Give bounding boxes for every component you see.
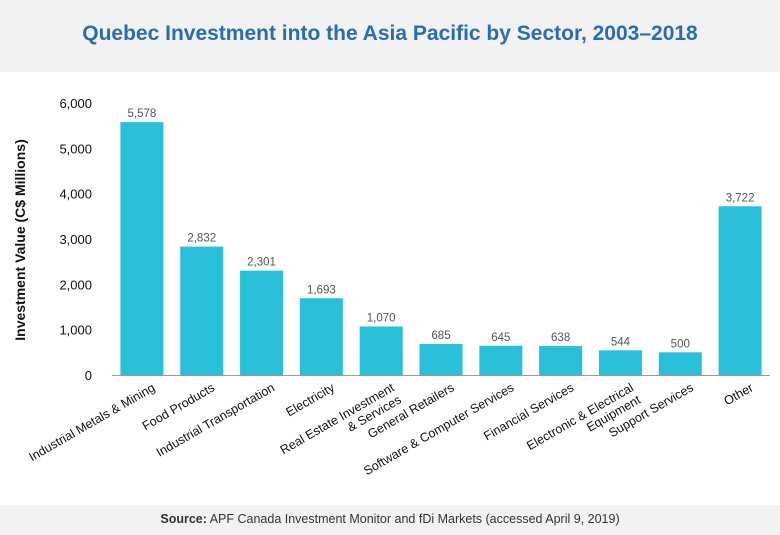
y-tick-label: 6,000 (59, 96, 92, 111)
data-label: 645 (491, 332, 510, 344)
y-tick-label: 2,000 (59, 277, 92, 292)
bar (419, 343, 463, 375)
data-label: 1,070 (367, 312, 396, 324)
y-axis-title: Investment Value (C$ Millions) (12, 139, 28, 341)
x-tick-label: Electricity (284, 380, 338, 419)
bar-chart: Investment Value (C$ Millions) 0 1,000 2,00… (12, 96, 770, 478)
bar (299, 298, 343, 375)
x-tick-label-line: Electricity (284, 380, 338, 419)
bar (598, 350, 642, 375)
data-label: 2,301 (247, 257, 276, 269)
y-tick-label: 5,000 (59, 141, 92, 156)
source-text: APF Canada Investment Monitor and fDi Ma… (209, 512, 620, 526)
bar (718, 206, 762, 375)
source-label: Source: (160, 512, 207, 526)
data-label: 500 (671, 338, 690, 350)
data-label: 2,832 (187, 233, 216, 245)
y-tick-label: 1,000 (59, 323, 92, 338)
bar (120, 122, 164, 375)
bar (359, 326, 403, 375)
data-label: 1,693 (307, 284, 336, 296)
bar (180, 246, 224, 375)
y-tick-label: 0 (85, 368, 92, 383)
bar (479, 345, 523, 375)
footer-band (0, 505, 780, 535)
bar (240, 270, 284, 375)
x-tick-label-line: Other (722, 380, 756, 408)
x-tick-label-line: Industrial Metals & Mining (26, 380, 157, 464)
title-band (0, 0, 780, 72)
data-label: 638 (551, 332, 570, 344)
y-tick-label: 4,000 (59, 187, 92, 202)
data-label: 5,578 (128, 108, 157, 120)
y-tick-label: 3,000 (59, 232, 92, 247)
source-note: Source: APF Canada Investment Monitor an… (0, 512, 780, 526)
data-label: 685 (431, 330, 450, 342)
bar (539, 346, 583, 375)
x-tick-label: Industrial Metals & Mining (26, 380, 157, 464)
x-tick-label: Other (722, 380, 756, 408)
chart-title: Quebec Investment into the Asia Pacific … (82, 22, 698, 45)
data-label: 3,722 (726, 192, 755, 204)
bar (658, 352, 702, 375)
data-label: 544 (611, 336, 631, 348)
